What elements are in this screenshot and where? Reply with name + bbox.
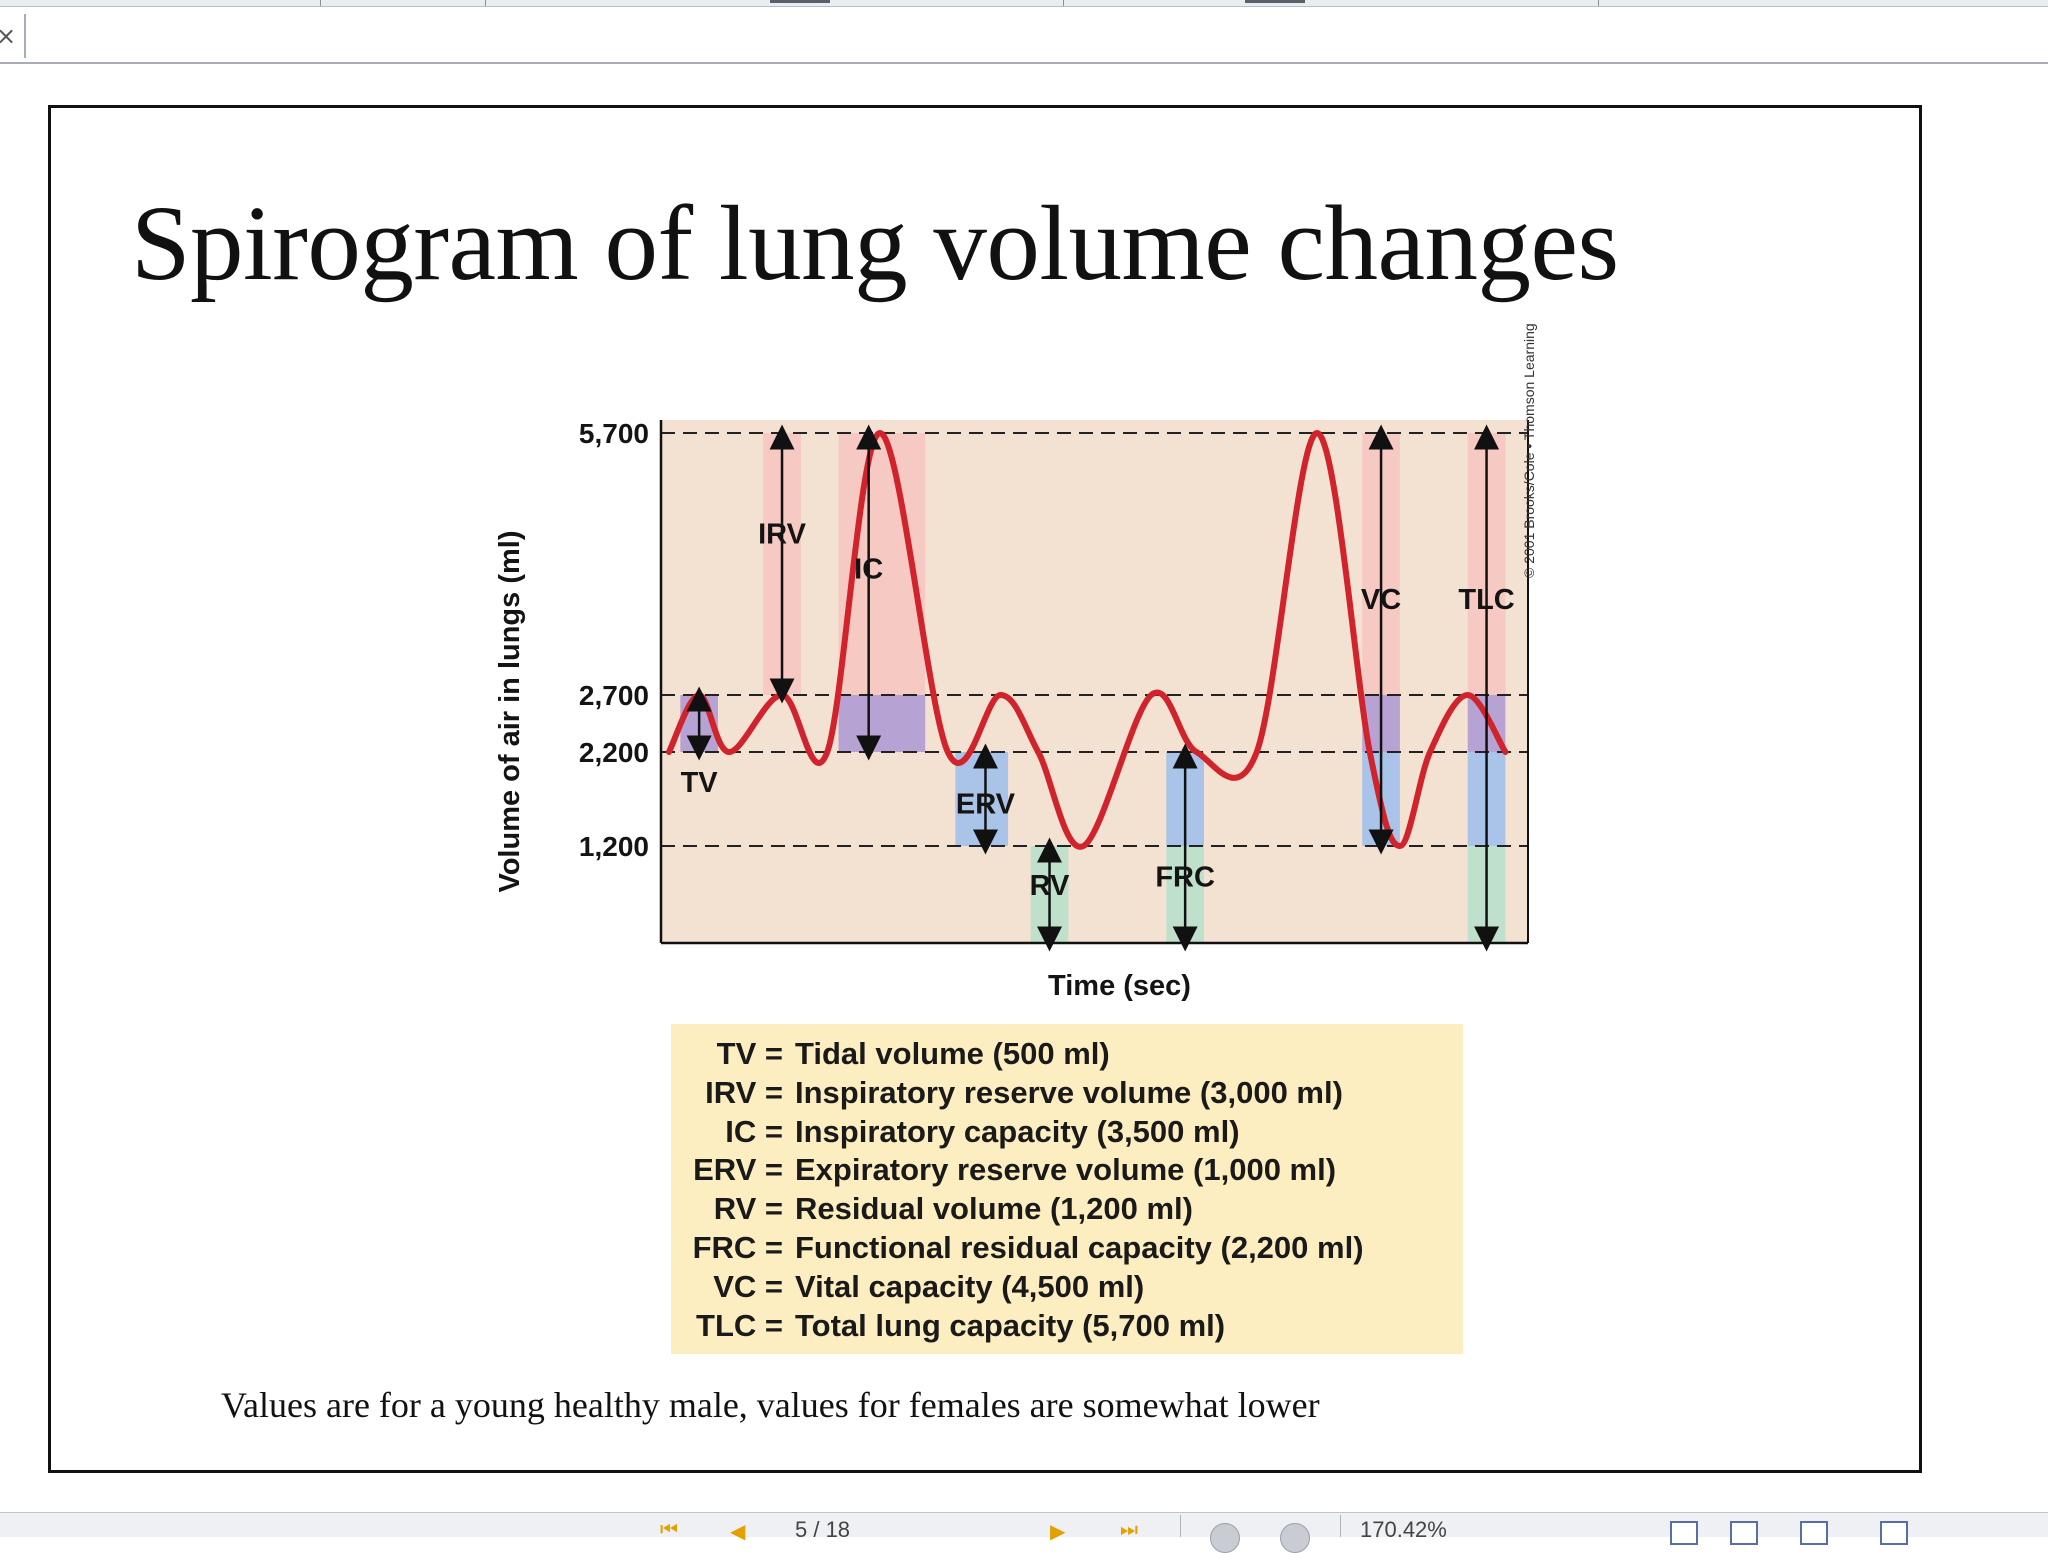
legend-row: VC = Vital capacity (4,500 ml): [671, 1269, 1463, 1307]
status-divider: [1340, 1515, 1341, 1537]
page-indicator[interactable]: 5 / 18: [795, 1517, 851, 1542]
legend-abbreviation: TV =: [716, 1036, 783, 1071]
slide-caption: Values are for a young healthy male, val…: [221, 1385, 1320, 1425]
y-tick-label: 1,200: [579, 831, 649, 862]
legend-row: TV = Tidal volume (500 ml): [671, 1036, 1463, 1074]
legend-description: Inspiratory reserve volume (3,000 ml): [795, 1074, 1343, 1110]
volume-label: FRC: [1155, 862, 1215, 894]
legend-description: Expiratory reserve volume (1,000 ml): [795, 1152, 1337, 1188]
legend-abbreviation: FRC =: [692, 1230, 783, 1265]
legend-description: Residual volume (1,200 ml): [795, 1191, 1193, 1227]
legend-abbreviation: TLC =: [696, 1307, 783, 1343]
y-tick-label: 2,200: [579, 737, 649, 768]
volume-label: VC: [1361, 584, 1401, 616]
tab-divider: [1063, 0, 1064, 6]
tab-strip: [0, 0, 2048, 7]
tab-handle[interactable]: [770, 0, 830, 3]
legend-row: ERV = Expiratory reserve volume (1,000 ml…: [671, 1152, 1463, 1190]
y-tick-label: 5,700: [579, 418, 649, 449]
legend-row: TLC = Total lung capacity (5,700 ml): [671, 1308, 1463, 1346]
volume-label: TV: [681, 767, 719, 799]
two-page-view-icon[interactable]: [1800, 1521, 1828, 1545]
volume-label: ERV: [956, 789, 1016, 821]
legend-description: Tidal volume (500 ml): [795, 1036, 1110, 1071]
two-page-continuous-icon[interactable]: [1880, 1521, 1908, 1545]
legend-abbreviation: ERV =: [693, 1152, 783, 1188]
legend-abbreviation: RV =: [713, 1191, 783, 1227]
y-axis-label: Volume of air in lungs (ml): [494, 531, 526, 893]
slide-page: Spirogram of lung volume changes 5,700 2,…: [48, 105, 1922, 1473]
volume-band: [838, 695, 888, 752]
tab-divider: [1598, 0, 1599, 6]
legend-row: RV = Residual volume (1,200 ml): [671, 1191, 1463, 1229]
spirogram-chart: 5,700 2,700 2,200 1,200 Volume of air in lun…: [494, 418, 1529, 1002]
volume-label: TLC: [1458, 584, 1514, 616]
legend-description: Inspiratory capacity (3,500 ml): [795, 1113, 1240, 1149]
first-page-icon[interactable]: ⏮: [660, 1519, 678, 1541]
tab-divider: [485, 0, 486, 6]
legend-abbreviation: IRV =: [705, 1074, 783, 1110]
legend-abbreviation: VC =: [713, 1268, 783, 1304]
y-tick-label: 2,700: [579, 680, 649, 711]
tab-divider: [320, 0, 321, 6]
previous-page-icon[interactable]: ◀: [730, 1521, 746, 1543]
legend-abbreviation: IC =: [725, 1113, 783, 1149]
close-icon[interactable]: ×: [0, 14, 26, 58]
legend-row: FRC = Functional residual capacity (2,200…: [671, 1230, 1463, 1268]
zoom-in-icon[interactable]: [1280, 1523, 1310, 1553]
zoom-level[interactable]: 170.42%: [1360, 1517, 1447, 1542]
legend-description: Vital capacity (4,500 ml): [795, 1268, 1145, 1304]
single-page-view-icon[interactable]: [1670, 1521, 1698, 1545]
legend-box: TV = Tidal volume (500 ml) IRV = Inspirator…: [671, 1024, 1463, 1354]
legend-description: Total lung capacity (5,700 ml): [795, 1307, 1226, 1343]
zoom-out-icon[interactable]: [1210, 1523, 1240, 1553]
legend-description: Functional residual capacity (2,200 ml): [795, 1230, 1364, 1265]
x-axis-label: Time (sec): [1048, 970, 1191, 1002]
tab-handle[interactable]: [1245, 0, 1305, 3]
next-page-icon[interactable]: ▶: [1050, 1521, 1066, 1543]
slide-title: Spirogram of lung volume changes: [131, 185, 1619, 303]
legend-row: IC = Inspiratory capacity (3,500 ml): [671, 1114, 1463, 1152]
last-page-icon[interactable]: ⏭: [1120, 1519, 1138, 1541]
volume-label: IRV: [758, 518, 806, 550]
continuous-view-icon[interactable]: [1730, 1521, 1758, 1545]
document-toolbar: [0, 7, 2048, 64]
volume-label: RV: [1030, 870, 1070, 902]
volume-label: IC: [854, 553, 883, 585]
copyright-text: © 2001 Brooks/Cole • Thomson Learning: [1521, 323, 1537, 578]
status-bar: ⏮ ◀ 5 / 18 ▶ ⏭ 170.42%: [0, 1512, 2048, 1553]
status-divider: [1180, 1515, 1181, 1537]
volume-band: [887, 695, 926, 752]
legend-row: IRV = Inspiratory reserve volume (3,000 m…: [671, 1075, 1463, 1113]
